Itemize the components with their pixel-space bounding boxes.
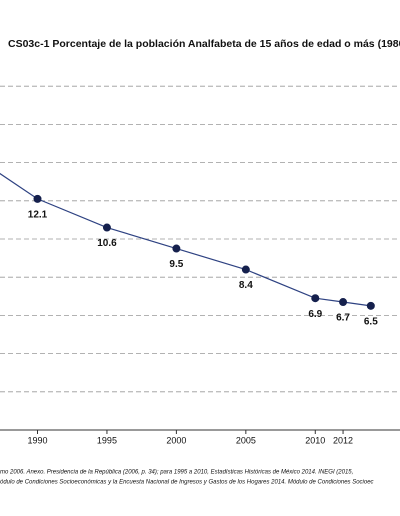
- x-tick-label: 2010: [305, 435, 325, 445]
- data-point: [311, 294, 320, 303]
- data-label: 10.6: [97, 238, 117, 249]
- chart-title: CS03c-1 Porcentaje de la población Analf…: [8, 38, 400, 50]
- x-tick-label: 2005: [236, 435, 256, 445]
- data-point: [366, 301, 375, 310]
- source-note: ódulo de Condiciones Socioeconómicas y l…: [0, 480, 374, 486]
- data-label: 6.9: [308, 309, 322, 320]
- data-point: [33, 194, 42, 203]
- x-tick-label: 2000: [166, 435, 186, 445]
- x-tick-label: 1995: [97, 435, 117, 445]
- data-label: 6.5: [364, 316, 378, 327]
- x-tick-label: 1990: [27, 435, 47, 445]
- source-note: mo 2006. Anexo. Presidencia de la Repúbl…: [0, 470, 353, 476]
- data-point: [172, 244, 181, 253]
- data-point: [339, 298, 348, 307]
- x-tick-label: 2012: [333, 435, 353, 445]
- series-line: [0, 172, 371, 307]
- data-label: 9.5: [169, 259, 183, 270]
- data-label: 12.1: [28, 210, 48, 221]
- data-label: 8.4: [239, 280, 253, 291]
- data-point: [102, 223, 111, 232]
- data-point: [241, 265, 250, 274]
- data-label: 6.7: [336, 313, 350, 324]
